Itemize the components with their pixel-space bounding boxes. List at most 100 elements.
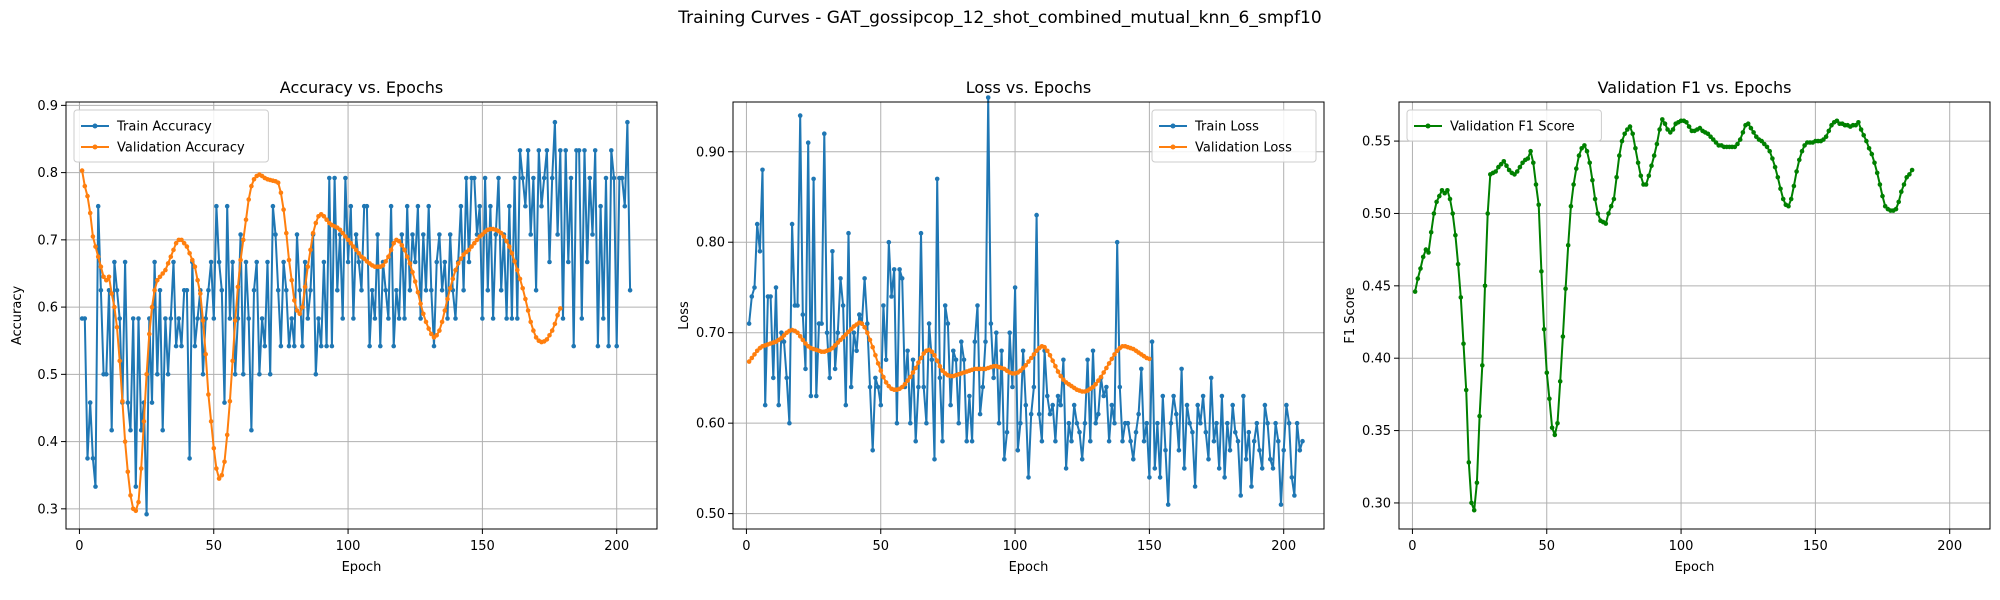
data-point: [1195, 402, 1200, 408]
data-point: [313, 372, 319, 377]
data-point: [1821, 137, 1826, 142]
data-point: [560, 316, 566, 321]
data-point: [787, 420, 792, 426]
data-point: [1649, 163, 1654, 168]
data-point: [297, 288, 303, 293]
data-point: [940, 438, 945, 444]
data-point: [431, 343, 437, 349]
data-point: [1622, 131, 1627, 137]
data-point: [270, 203, 276, 209]
data-point: [1190, 429, 1195, 435]
data-point: [956, 420, 961, 426]
data-point: [399, 242, 405, 248]
series-line: [1414, 118, 1913, 512]
data-point: [238, 257, 243, 263]
data-point: [246, 197, 251, 202]
data-point: [335, 288, 340, 293]
data-point: [878, 368, 884, 374]
data-point: [754, 221, 760, 227]
data-point: [485, 288, 491, 293]
data-point: [1061, 357, 1066, 363]
data-point: [410, 232, 415, 237]
legend: Train Loss Validation Loss: [1151, 109, 1317, 163]
data-point: [803, 366, 808, 372]
data-point: [1109, 356, 1115, 362]
x-tick-label: 150: [470, 539, 495, 554]
data-point: [1595, 211, 1601, 216]
data-point: [286, 257, 292, 263]
data-point: [203, 351, 208, 357]
data-point: [913, 438, 918, 444]
data-point: [870, 448, 875, 453]
data-point: [1268, 457, 1273, 462]
data-point: [566, 259, 571, 265]
data-point: [1901, 182, 1907, 187]
data-point: [1563, 286, 1568, 292]
data-point: [533, 288, 539, 293]
subplot-3: 0 50 100 150 200 0.30 0.35 0.40 0.45 0.50 0.55 Vali…: [1343, 78, 1991, 575]
data-point: [1214, 420, 1219, 426]
data-point: [918, 355, 924, 361]
data-point: [507, 244, 512, 249]
data-point: [975, 303, 980, 308]
data-point: [520, 175, 525, 181]
data-point: [1737, 137, 1743, 142]
data-point: [243, 217, 249, 222]
data-point: [1028, 411, 1034, 417]
data-point: [386, 316, 391, 321]
y-tick-label: 0.9: [37, 99, 58, 114]
data-point: [308, 288, 313, 293]
data-point: [515, 267, 520, 273]
data-point: [1160, 393, 1166, 399]
axes-frame: [1398, 101, 1991, 530]
data-point: [1300, 438, 1305, 444]
data-point: [1907, 172, 1912, 177]
data-point: [235, 284, 241, 290]
data-point: [98, 264, 104, 270]
data-point: [112, 304, 117, 310]
data-point: [558, 306, 563, 311]
data-point: [1104, 384, 1109, 390]
data-point: [1625, 127, 1630, 132]
data-point: [883, 357, 889, 363]
data-point: [144, 372, 149, 377]
data-point: [848, 384, 854, 390]
data-point: [458, 256, 464, 262]
data-point: [934, 358, 940, 364]
data-point: [1477, 413, 1482, 419]
data-point: [1002, 457, 1007, 462]
data-point: [90, 234, 96, 239]
data-point: [450, 276, 456, 282]
data-point: [1026, 359, 1031, 364]
data-point: [1133, 429, 1139, 435]
data-point: [1055, 393, 1061, 399]
legend-box: [73, 109, 269, 163]
data-point: [472, 175, 477, 181]
data-point: [1541, 327, 1547, 332]
data-point: [1273, 420, 1278, 426]
data-point: [332, 175, 337, 181]
data-point: [249, 183, 254, 189]
data-point: [800, 337, 806, 343]
data-point: [996, 420, 1002, 426]
data-point: [222, 400, 227, 405]
data-point: [224, 203, 230, 209]
data-point: [101, 274, 106, 280]
data-point: [348, 240, 354, 246]
data-point: [149, 400, 155, 405]
data-point: [1028, 355, 1034, 361]
data-point: [824, 330, 830, 336]
data-point: [82, 316, 88, 321]
data-point: [611, 175, 617, 181]
data-point: [835, 330, 841, 336]
data-point: [1063, 466, 1069, 471]
data-point: [1053, 438, 1058, 444]
data-point: [1735, 141, 1740, 147]
data-point: [601, 316, 606, 321]
data-point: [447, 232, 453, 237]
data-point: [297, 311, 303, 317]
data-point: [224, 432, 230, 438]
data-point: [93, 484, 98, 489]
data-point: [464, 175, 469, 181]
data-point: [1238, 493, 1243, 498]
